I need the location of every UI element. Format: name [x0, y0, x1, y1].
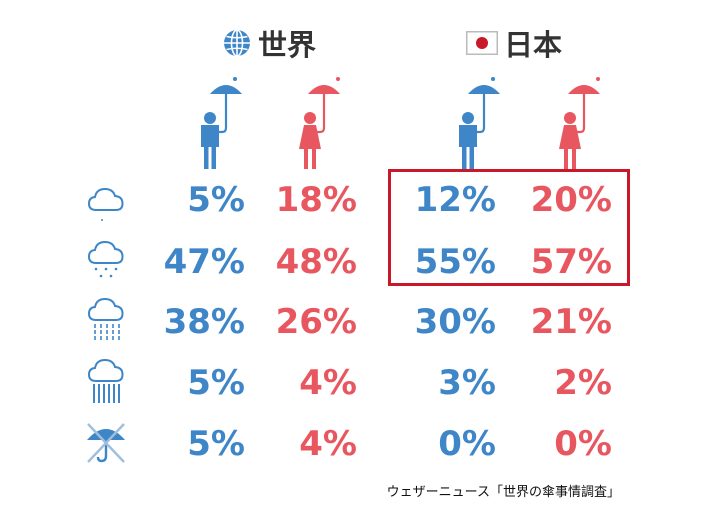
value-cell: 38%	[163, 302, 245, 342]
value-cell: 20%	[530, 180, 612, 220]
value-cell: 3%	[438, 363, 496, 403]
value-cell: 47%	[163, 242, 245, 282]
value-cell: 12%	[414, 180, 496, 220]
globe-icon	[224, 29, 250, 57]
value-cell: 18%	[275, 180, 357, 220]
value-cell: 26%	[275, 302, 357, 342]
value-cell: 4%	[299, 424, 357, 464]
rain-icon	[87, 297, 124, 342]
japan-highlight-box	[388, 169, 630, 286]
value-cell: 55%	[414, 242, 496, 282]
value-cell: 30%	[414, 302, 496, 342]
value-cell: 5%	[187, 363, 245, 403]
value-cell: 48%	[275, 242, 357, 282]
no-umbrella-icon	[87, 423, 125, 463]
japan-flag-icon	[466, 31, 498, 55]
value-cell: 4%	[299, 363, 357, 403]
heavy-rain-icon	[87, 358, 124, 403]
light-rain-icon	[87, 240, 124, 278]
cloud-icon	[87, 187, 124, 221]
japan-header-label: 日本	[504, 28, 563, 62]
japan-header: 日本	[466, 22, 562, 64]
value-cell: 2%	[554, 363, 612, 403]
world-header-label: 世界	[258, 28, 317, 62]
source-caption: ウェザーニュース「世界の傘事情調査」	[386, 485, 620, 500]
value-cell: 0%	[438, 424, 496, 464]
woman-with-umbrella-icon	[299, 77, 340, 169]
value-cell: 5%	[187, 180, 245, 220]
world-header: 世界	[222, 22, 316, 64]
value-cell: 5%	[187, 424, 245, 464]
value-cell: 0%	[554, 424, 612, 464]
woman-with-umbrella-icon	[559, 77, 600, 169]
value-cell: 57%	[530, 242, 612, 282]
man-with-umbrella-icon	[201, 77, 242, 169]
man-with-umbrella-icon	[459, 77, 500, 169]
value-cell: 21%	[530, 302, 612, 342]
